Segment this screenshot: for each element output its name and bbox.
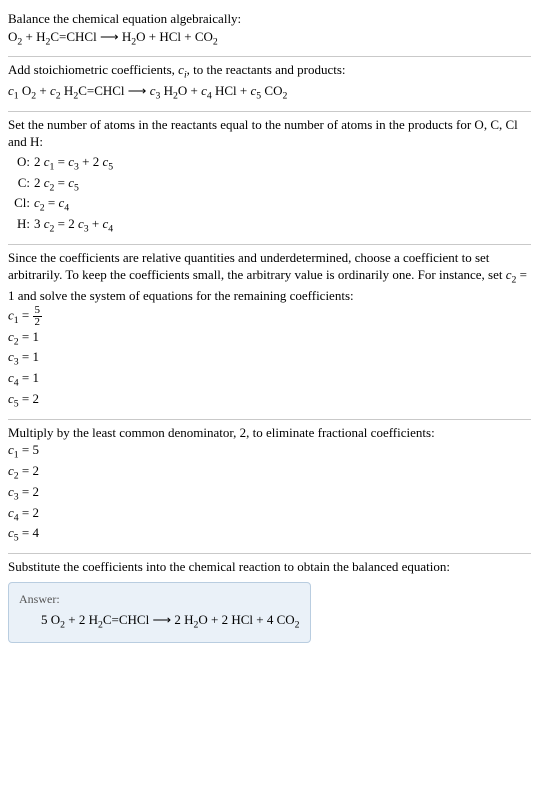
section-substitute: Substitute the coefficients into the che… [8,554,531,650]
c1-num: 5 [33,305,43,316]
intro-text: Balance the chemical equation algebraica… [8,10,531,28]
atom-label-Cl: Cl: [8,194,34,215]
atom-row-C: C: 2 c2 = c5 [8,174,117,195]
atom-label-C: C: [8,174,34,195]
section-atom-balance: Set the number of atoms in the reactants… [8,112,531,244]
solve1-c4: c4 = 1 [8,369,531,390]
c4-val: 1 [33,370,40,385]
solve2-c4: c4 = 2 [8,504,531,525]
c2-val: 1 [33,329,40,344]
solve1-c1: c1 = 52 [8,305,531,328]
unbalanced-equation: O2 + H2C=CHCl ⟶ H2O + HCl + CO2 [8,28,531,49]
atom-label-H: H: [8,215,34,236]
section-add-coeffs: Add stoichiometric coefficients, ci, to … [8,57,531,111]
substitute-text: Substitute the coefficients into the che… [8,558,531,576]
balanced-equation: 5 O2 + 2 H2C=CHCl ⟶ 2 H2O + 2 HCl + 4 CO… [19,611,300,632]
atom-eq-Cl: c2 = c4 [34,194,117,215]
answer-box: Answer: 5 O2 + 2 H2C=CHCl ⟶ 2 H2O + 2 HC… [8,582,311,643]
lcd-text: Multiply by the least common denominator… [8,424,531,442]
c4b-val: 2 [33,505,40,520]
c3-val: 1 [33,349,40,364]
c5b-val: 4 [33,525,40,540]
atom-eq-H: 3 c2 = 2 c3 + c4 [34,215,117,236]
section-intro: Balance the chemical equation algebraica… [8,6,531,56]
solve1-c5: c5 = 2 [8,390,531,411]
solve2-c5: c5 = 4 [8,524,531,545]
coeffs-text-part: Add stoichiometric coefficients, [8,62,178,77]
choose-text-part: Since the coefficients are relative quan… [8,250,506,283]
atom-row-Cl: Cl: c2 = c4 [8,194,117,215]
atom-label-O: O: [8,153,34,174]
coeffs-text: Add stoichiometric coefficients, ci, to … [8,61,531,82]
section-lcd: Multiply by the least common denominator… [8,420,531,553]
atoms-text: Set the number of atoms in the reactants… [8,116,531,151]
atom-row-O: O: 2 c1 = c3 + 2 c5 [8,153,117,174]
c1-den: 2 [33,316,43,328]
coeffs-equation: c1 O2 + c2 H2C=CHCl ⟶ c3 H2O + c4 HCl + … [8,82,531,103]
solve1-c2: c2 = 1 [8,328,531,349]
atom-eq-O: 2 c1 = c3 + 2 c5 [34,153,117,174]
c5-val: 2 [33,391,40,406]
c1b-val: 5 [33,442,40,457]
section-choose-coeff: Since the coefficients are relative quan… [8,245,531,419]
c3b-val: 2 [33,484,40,499]
solve2-c2: c2 = 2 [8,462,531,483]
answer-label: Answer: [19,591,300,607]
choose-text: Since the coefficients are relative quan… [8,249,531,305]
atom-row-H: H: 3 c2 = 2 c3 + c4 [8,215,117,236]
c2b-val: 2 [33,463,40,478]
atom-eq-C: 2 c2 = c5 [34,174,117,195]
solve1-c3: c3 = 1 [8,348,531,369]
atom-equations-table: O: 2 c1 = c3 + 2 c5 C: 2 c2 = c5 Cl: c2 … [8,153,117,236]
solve2-c3: c3 = 2 [8,483,531,504]
solve2-c1: c1 = 5 [8,441,531,462]
